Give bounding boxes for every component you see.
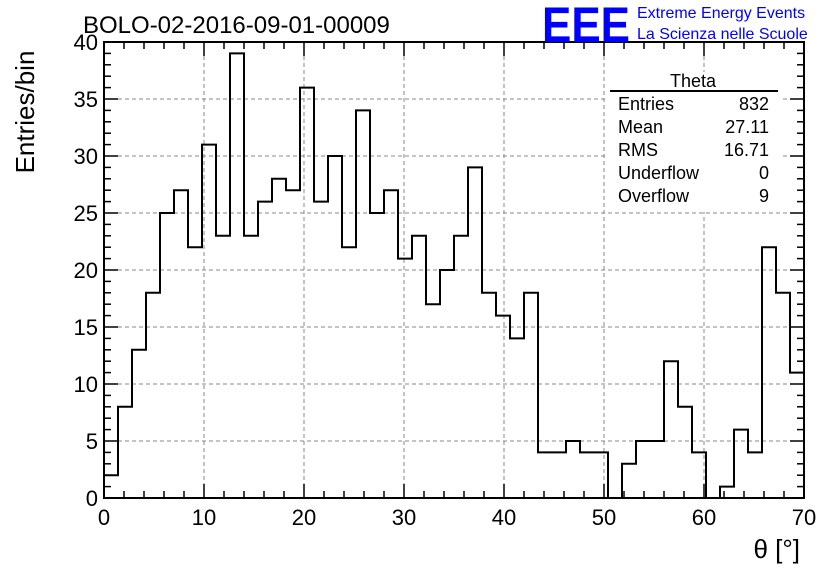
stats-value-overflow: 9 bbox=[759, 186, 769, 206]
logo-line-1: Extreme Energy Events bbox=[637, 5, 805, 22]
x-tick-label: 30 bbox=[392, 505, 416, 530]
y-tick-label: 20 bbox=[74, 258, 98, 283]
stats-label-mean: Mean bbox=[618, 117, 663, 137]
x-tick-label: 0 bbox=[98, 505, 110, 530]
y-tick-label: 35 bbox=[74, 87, 98, 112]
logo: EEE Extreme Energy Events La Scienza nel… bbox=[542, 0, 808, 53]
grid-lines bbox=[104, 42, 804, 498]
plot-frame bbox=[103, 41, 805, 499]
stats-value-mean: 27.11 bbox=[725, 117, 769, 137]
x-tick-label: 70 bbox=[792, 505, 816, 530]
stats-label-underflow: Underflow bbox=[618, 163, 700, 183]
y-tick-label: 15 bbox=[74, 315, 98, 340]
stats-value-underflow: 0 bbox=[759, 163, 769, 183]
x-tick-label: 50 bbox=[592, 505, 616, 530]
y-tick-label: 0 bbox=[86, 486, 98, 511]
stats-box: Theta Entries 832 Mean 27.11 RMS 16.71 U… bbox=[606, 71, 782, 212]
x-tick-label: 20 bbox=[292, 505, 316, 530]
stats-label-rms: RMS bbox=[618, 140, 658, 160]
histogram-outline bbox=[103, 52, 805, 499]
x-tick-label: 60 bbox=[692, 505, 716, 530]
x-axis-label: θ [°] bbox=[753, 534, 800, 564]
y-tick-label: 10 bbox=[74, 372, 98, 397]
logo-mark: EEE bbox=[542, 0, 630, 53]
stats-box-background bbox=[606, 72, 782, 212]
y-axis-label: Entries/bin bbox=[10, 51, 40, 174]
stats-value-rms: 16.71 bbox=[724, 140, 769, 160]
stats-title: Theta bbox=[670, 71, 717, 91]
stats-label-entries: Entries bbox=[618, 94, 674, 114]
x-tick-label: 40 bbox=[492, 505, 516, 530]
y-tick-label: 30 bbox=[74, 144, 98, 169]
stats-label-overflow: Overflow bbox=[618, 186, 690, 206]
tick-labels: 0 10 20 30 40 50 60 70 0 5 10 15 20 25 30 35 40 bbox=[74, 30, 817, 530]
y-tick-label: 25 bbox=[74, 201, 98, 226]
stats-value-entries: 832 bbox=[739, 94, 769, 114]
chart-title: BOLO-02-2016-09-01-00009 bbox=[83, 12, 390, 39]
logo-line-2: La Scienza nelle Scuole bbox=[637, 26, 808, 43]
y-tick-label: 5 bbox=[86, 429, 98, 454]
x-tick-label: 10 bbox=[192, 505, 216, 530]
y-tick-label: 40 bbox=[74, 30, 98, 55]
